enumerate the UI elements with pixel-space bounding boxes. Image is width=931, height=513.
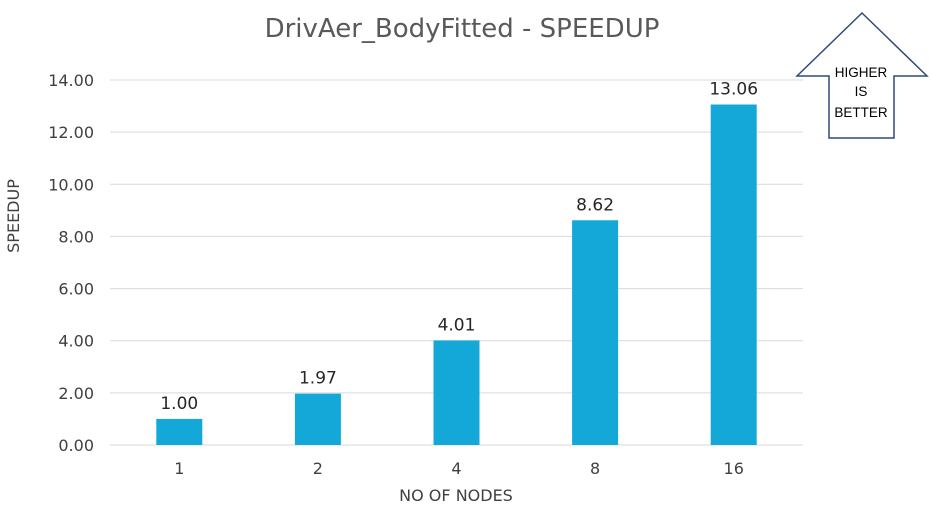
bar bbox=[433, 340, 480, 445]
x-axis-ticks: 1 2 4 8 16 bbox=[174, 459, 744, 478]
bar bbox=[572, 220, 619, 445]
y-tick-label: 0.00 bbox=[58, 436, 94, 455]
x-tick-label: 1 bbox=[174, 459, 184, 478]
data-label: 4.01 bbox=[438, 315, 476, 335]
up-arrow-icon bbox=[795, 11, 929, 139]
bar bbox=[294, 393, 341, 445]
higher-is-better-callout: HIGHER IS BETTER bbox=[795, 11, 929, 139]
x-tick-label: 4 bbox=[451, 459, 461, 478]
bar bbox=[156, 418, 203, 445]
chart-title: DrivAer_BodyFitted - SPEEDUP bbox=[265, 14, 660, 44]
bars bbox=[156, 104, 757, 445]
callout-line-1: HIGHER bbox=[835, 65, 888, 80]
y-tick-label: 2.00 bbox=[58, 384, 94, 403]
data-label: 13.06 bbox=[709, 80, 758, 100]
data-label: 1.00 bbox=[160, 394, 198, 414]
x-axis-label: NO OF NODES bbox=[399, 486, 513, 505]
callout-line-2: IS bbox=[855, 84, 868, 99]
callout-line-3: BETTER bbox=[834, 105, 888, 120]
x-tick-label: 2 bbox=[313, 459, 323, 478]
y-tick-label: 10.00 bbox=[48, 175, 94, 194]
y-axis-label: SPEEDUP bbox=[4, 179, 23, 253]
data-label: 1.97 bbox=[299, 369, 337, 389]
y-tick-label: 8.00 bbox=[58, 227, 94, 246]
x-tick-label: 16 bbox=[724, 459, 744, 478]
y-axis-ticks: 0.00 2.00 4.00 6.00 8.00 10.00 12.00 14.00 bbox=[48, 71, 94, 455]
bar bbox=[710, 104, 757, 445]
data-label: 8.62 bbox=[576, 195, 614, 215]
y-tick-label: 6.00 bbox=[58, 280, 94, 299]
data-labels: 1.00 1.97 4.01 8.62 13.06 bbox=[160, 80, 758, 414]
y-tick-label: 12.00 bbox=[48, 123, 94, 142]
x-tick-label: 8 bbox=[590, 459, 600, 478]
y-tick-label: 14.00 bbox=[48, 71, 94, 90]
y-tick-label: 4.00 bbox=[58, 332, 94, 351]
